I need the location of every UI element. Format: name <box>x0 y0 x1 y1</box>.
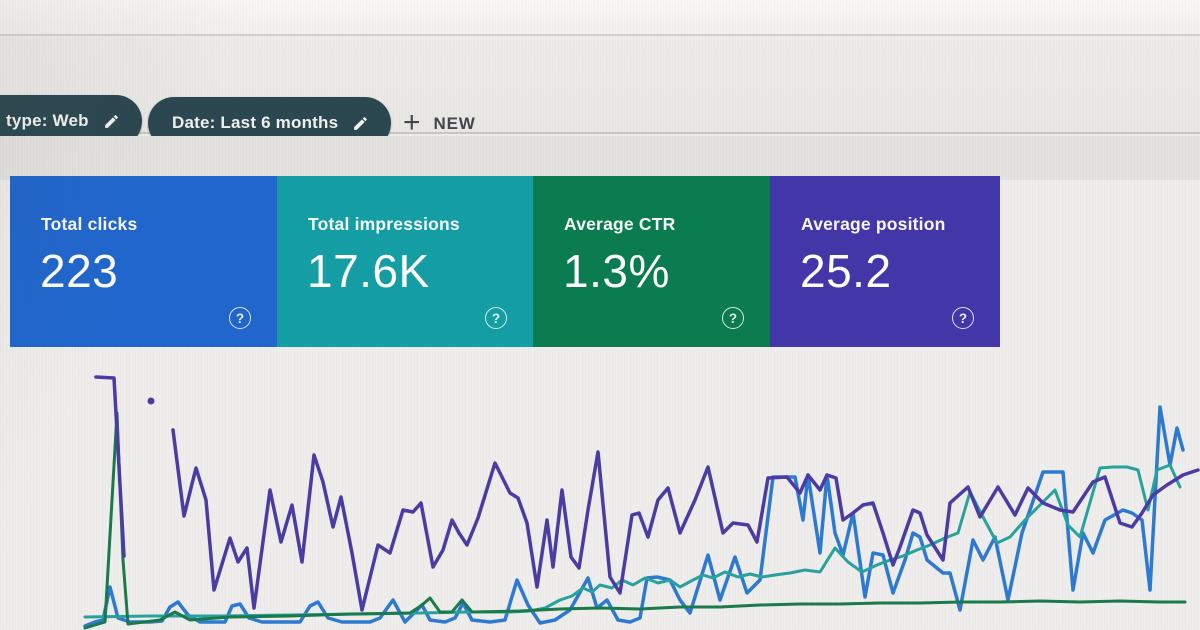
date-range-chip-label: Date: Last 6 months <box>172 113 339 132</box>
new-filter-button[interactable]: + NEW <box>403 104 476 144</box>
series-total-impressions-line <box>83 463 1182 619</box>
edit-pencil-icon[interactable] <box>103 113 120 130</box>
average-position-card[interactable]: Average position 25.2 ? <box>770 176 1000 347</box>
series-average-position-point <box>147 397 155 405</box>
plus-icon: + <box>403 105 421 139</box>
series-average-position-line <box>94 375 126 558</box>
metric-label: Average position <box>801 214 946 234</box>
help-icon[interactable]: ? <box>485 307 507 329</box>
performance-line-chart[interactable] <box>80 360 1200 630</box>
metric-value: 1.3% <box>563 245 670 297</box>
help-icon[interactable]: ? <box>722 307 744 329</box>
help-icon[interactable]: ? <box>952 307 974 329</box>
new-filter-label: NEW <box>433 114 476 133</box>
metric-value: 25.2 <box>800 245 892 297</box>
metric-label: Total clicks <box>41 214 138 234</box>
filter-toolbar: type: Web Date: Last 6 months + NEW La <box>0 38 1200 156</box>
metric-label: Total impressions <box>308 214 460 234</box>
metric-value: 17.6K <box>307 245 430 297</box>
series-average-position-line <box>171 428 1200 612</box>
search-type-chip-label: type: Web <box>6 111 89 130</box>
edit-pencil-icon[interactable] <box>352 115 369 132</box>
screen-bezel-top <box>0 0 1200 36</box>
average-ctr-card[interactable]: Average CTR 1.3% ? <box>533 176 770 347</box>
total-impressions-card[interactable]: Total impressions 17.6K ? <box>277 176 533 347</box>
series-total-clicks-line <box>83 405 1185 628</box>
metric-value: 223 <box>40 245 119 297</box>
help-icon[interactable]: ? <box>229 307 251 329</box>
metric-label: Average CTR <box>564 214 676 234</box>
series-average-ctr-line <box>83 411 1187 630</box>
total-clicks-card[interactable]: Total clicks 223 ? <box>10 176 277 347</box>
subheader-band <box>0 136 1200 180</box>
